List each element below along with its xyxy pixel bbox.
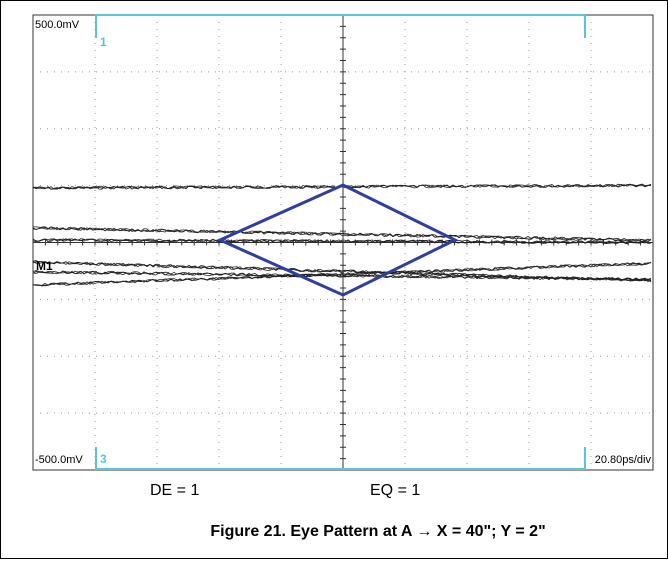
caption: Figure 21. Eye Pattern at A → X = 40"; Y… bbox=[210, 523, 545, 540]
de-setting: DE = 1 bbox=[150, 482, 199, 499]
eq-setting: EQ = 1 bbox=[370, 482, 420, 499]
marker-m1: M1 bbox=[36, 259, 53, 273]
bottom-voltage: -500.0mV bbox=[35, 454, 83, 466]
timebase: 20.80ps/div bbox=[595, 454, 652, 466]
figure-page: 500.0mV 1 -500.0mV 3 20.80ps/div M1 DE =… bbox=[0, 0, 668, 559]
channel-1: 1 bbox=[100, 35, 107, 49]
channel-3: 3 bbox=[100, 452, 107, 466]
top-voltage: 500.0mV bbox=[35, 19, 80, 31]
